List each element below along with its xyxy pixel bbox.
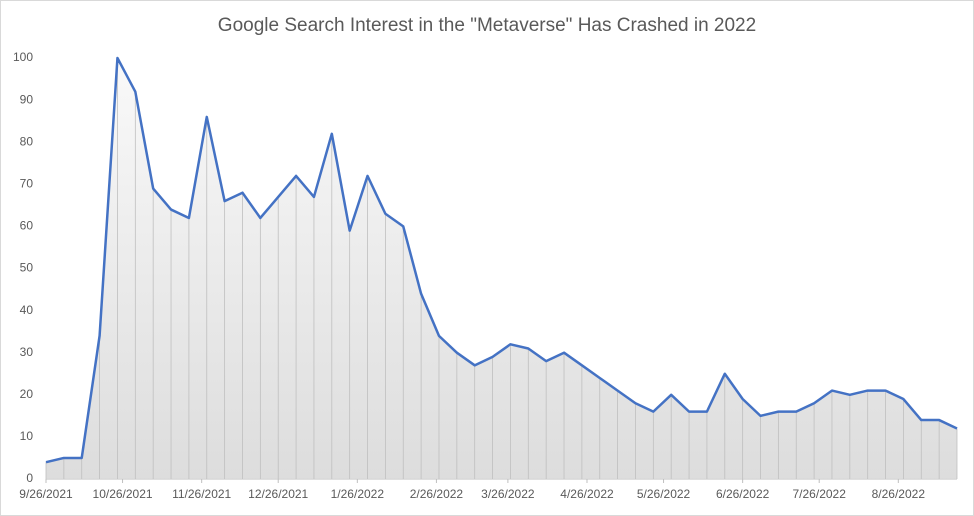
y-tick-label: 40 [20,303,34,317]
y-tick-label: 80 [20,134,34,148]
y-tick-label: 100 [13,50,33,64]
y-tick-label: 70 [20,176,34,190]
y-tick-label: 50 [20,261,34,275]
x-tick-label: 10/26/2021 [93,487,153,501]
x-tick-label: 6/26/2022 [716,487,770,501]
area [46,58,957,479]
x-tick-label: 12/26/2021 [248,487,308,501]
y-tick-label: 30 [20,345,34,359]
x-tick-label: 7/26/2022 [793,487,847,501]
x-tick-label: 3/26/2022 [481,487,535,501]
y-tick-label: 20 [20,387,34,401]
chart-title: Google Search Interest in the "Metaverse… [218,15,756,36]
x-tick-label: 2/26/2022 [410,487,464,501]
x-tick-label: 4/26/2022 [560,487,614,501]
y-tick-label: 60 [20,219,34,233]
x-tick-label: 11/26/2021 [172,487,231,501]
x-tick-label: 9/26/2021 [19,487,73,501]
y-tick-label: 10 [20,429,34,443]
line [45,56,958,464]
y-tick-label: 90 [20,92,34,106]
y-tick-label: 0 [26,471,33,485]
x-tick-label: 5/26/2022 [637,487,691,501]
x-tick-label: 8/26/2022 [872,487,926,501]
x-tick-label: 1/26/2022 [331,487,385,501]
